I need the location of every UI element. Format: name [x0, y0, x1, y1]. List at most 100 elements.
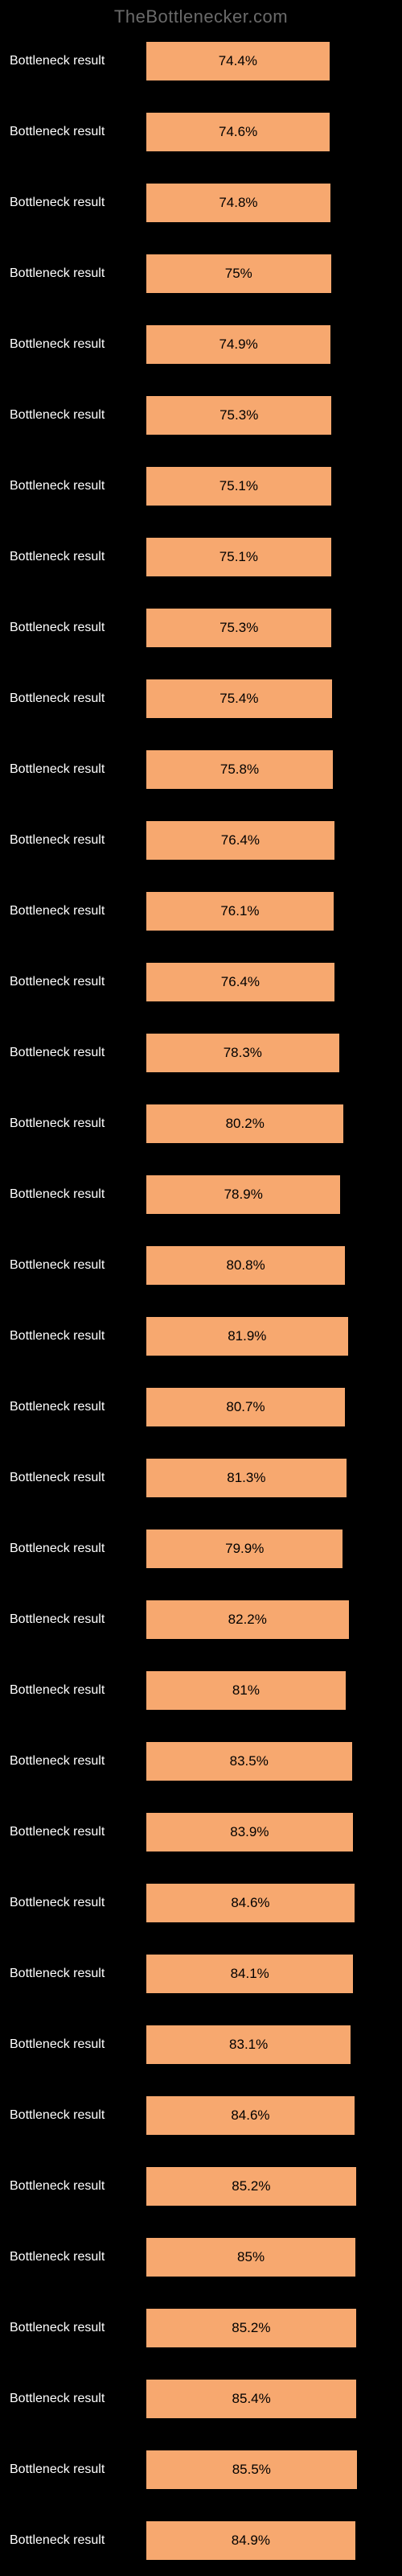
bar-track: 85.2% — [146, 2309, 392, 2347]
bar-row: Bottleneck result74.8% — [10, 184, 392, 222]
chart-row: Bottleneck result 80.7% — [10, 1370, 392, 1426]
bar-value-label: 81% — [232, 1682, 260, 1699]
row-left-label: Bottleneck result — [10, 1104, 146, 1143]
bar-row: Bottleneck result81.9% — [10, 1317, 392, 1356]
bar-track: 81% — [146, 1671, 392, 1710]
chart-row: Bottleneck result76.1% — [10, 874, 392, 931]
row-left-label: Bottleneck result — [10, 1955, 146, 1993]
bottleneck-bar: 75.3% — [146, 396, 331, 435]
bar-value-label: 82.2% — [228, 1612, 267, 1628]
watermark-text: TheBottlenecker.com — [114, 6, 288, 27]
bar-track: 79.9% — [146, 1530, 392, 1568]
bar-track: 84.1% — [146, 1955, 392, 1993]
bar-track: 74.8% — [146, 184, 392, 222]
row-left-label: Bottleneck result — [10, 821, 146, 860]
chart-row: Bottleneck result84.6% — [10, 1866, 392, 1922]
bar-track: 75.3% — [146, 609, 392, 647]
row-left-label: Bottleneck result — [10, 2096, 146, 2135]
chart-row: Bottleneck result80.8% — [10, 1228, 392, 1285]
bottleneck-bar: 74.8% — [146, 184, 330, 222]
bar-track: 75.1% — [146, 467, 392, 506]
row-top-label — [10, 1724, 392, 1739]
chart-row: Bottleneck result75.3% — [10, 591, 392, 647]
bar-track: 76.4% — [146, 821, 392, 860]
row-top-label — [10, 1583, 392, 1597]
bar-value-label: 75.1% — [219, 478, 258, 494]
chart-row: Bottleneck result 84.9% — [10, 2504, 392, 2560]
bar-track: 84.6% — [146, 2096, 392, 2135]
bottleneck-bar: 79.9% — [146, 1530, 343, 1568]
chart-row: Bottleneck result74.8% — [10, 166, 392, 222]
bar-row: Bottleneck result79.9% — [10, 1530, 392, 1568]
chart-row: Bottleneck result83.5% — [10, 1724, 392, 1781]
bar-row: Bottleneck result76.1% — [10, 892, 392, 931]
bottleneck-bar: 85% — [146, 2238, 355, 2277]
bottleneck-bar: 81.3% — [146, 1459, 347, 1497]
bar-row: Bottleneck result84.6% — [10, 2096, 392, 2135]
row-top-label — [10, 2149, 392, 2164]
row-top-label — [10, 520, 392, 535]
bar-track: 75% — [146, 254, 392, 293]
bar-track: 75.3% — [146, 396, 392, 435]
chart-row: Bottleneck result74.6% — [10, 95, 392, 151]
bar-row: Bottleneck result84.1% — [10, 1955, 392, 1993]
row-top-label — [10, 308, 392, 322]
chart-row: Bottleneck result84.1% — [10, 1937, 392, 1993]
bar-track: 75.1% — [146, 538, 392, 576]
bar-value-label: 75% — [225, 266, 252, 282]
row-top-label — [10, 591, 392, 605]
bar-row: Bottleneck result84.6% — [10, 1884, 392, 1922]
bar-track: 85.2% — [146, 2167, 392, 2206]
chart-row: Bottleneck result83.1% — [10, 2008, 392, 2064]
bar-value-label: 74.4% — [219, 53, 257, 69]
bar-track: 81.3% — [146, 1459, 392, 1497]
row-left-label: Bottleneck result — [10, 963, 146, 1001]
row-left-label: Bottleneck result — [10, 2521, 146, 2560]
row-left-label: Bottleneck result — [10, 1600, 146, 1639]
bar-row: Bottleneck result85.4% — [10, 2380, 392, 2418]
chart-row: Bottleneck result75.8% — [10, 733, 392, 789]
bottleneck-bar: 83.9% — [146, 1813, 353, 1852]
row-top-label — [10, 662, 392, 676]
chart-row: Bottleneck result81.3% — [10, 1441, 392, 1497]
bar-value-label: 83.1% — [229, 2037, 268, 2053]
row-top-label — [10, 1795, 392, 1810]
chart-row: Bottleneck result74.9% — [10, 308, 392, 364]
chart-row: Bottleneck result85.5% — [10, 2433, 392, 2489]
bar-value-label: 80.7% — [226, 1399, 265, 1415]
chart-row: Bottleneck result 80.2% — [10, 1087, 392, 1143]
bar-value-label: 85.2% — [232, 2178, 270, 2194]
row-top-label — [10, 1937, 392, 1951]
chart-row: Bottleneck result76.4% — [10, 803, 392, 860]
bar-row: Bottleneck result85.5% — [10, 2450, 392, 2489]
bottleneck-bar: 81.9% — [146, 1317, 348, 1356]
row-left-label: Bottleneck result — [10, 2309, 146, 2347]
row-left-label: Bottleneck result — [10, 2380, 146, 2418]
row-top-label — [10, 2291, 392, 2306]
row-left-label: Bottleneck result — [10, 2450, 146, 2489]
row-left-label: Bottleneck result — [10, 1459, 146, 1497]
bar-value-label: 80.2% — [226, 1116, 265, 1132]
bar-row: Bottleneck result75.3% — [10, 609, 392, 647]
row-top-label — [10, 2079, 392, 2093]
bar-value-label: 84.6% — [231, 1895, 269, 1911]
bar-row: Bottleneck result80.8% — [10, 1246, 392, 1285]
bar-row: Bottleneck result75.3% — [10, 396, 392, 435]
bar-track: 74.4% — [146, 42, 392, 80]
bar-row: Bottleneck result81% — [10, 1671, 392, 1710]
row-left-label: Bottleneck result — [10, 113, 146, 151]
row-top-label — [10, 1228, 392, 1243]
bottleneck-bar: 76.4% — [146, 821, 334, 860]
row-left-label: Bottleneck result — [10, 1388, 146, 1426]
bar-row: Bottleneck result 80.7% — [10, 1388, 392, 1426]
bar-value-label: 84.9% — [232, 2533, 270, 2549]
bar-value-label: 83.9% — [230, 1824, 269, 1840]
bar-value-label: 78.9% — [224, 1187, 263, 1203]
chart-row: Bottleneck result 82.2% — [10, 1583, 392, 1639]
bar-value-label: 76.4% — [221, 974, 260, 990]
bar-row: Bottleneck result75.1% — [10, 538, 392, 576]
bar-row: Bottleneck result78.9% — [10, 1175, 392, 1214]
row-left-label: Bottleneck result — [10, 42, 146, 80]
row-left-label: Bottleneck result — [10, 750, 146, 789]
chart-row: Bottleneck result75.1% — [10, 449, 392, 506]
